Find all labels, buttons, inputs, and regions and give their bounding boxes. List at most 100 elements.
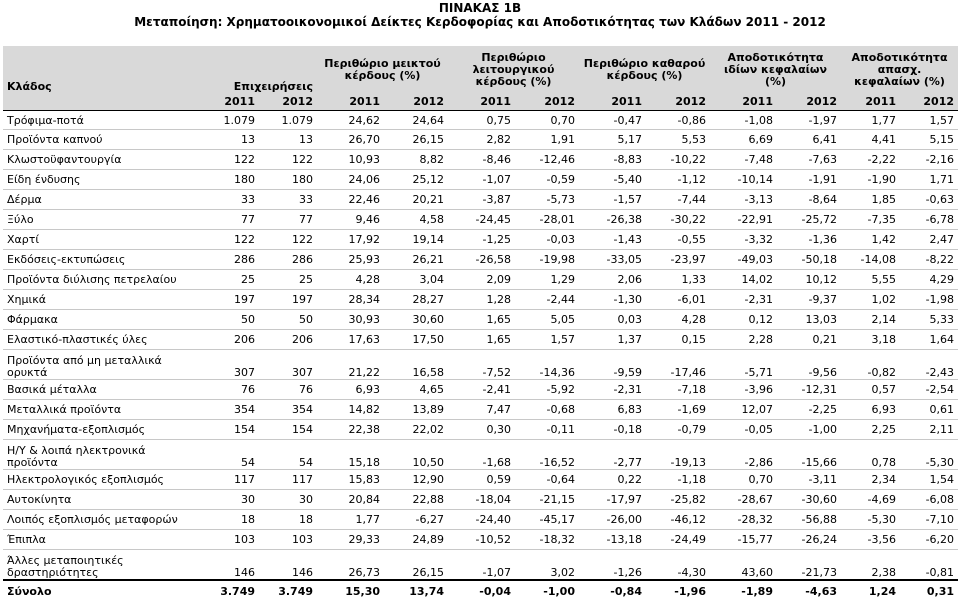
- header-year: 2011: [201, 93, 259, 111]
- table-cell: -0,86: [646, 110, 710, 130]
- table-row: Τρόφιμα-ποτά 1.079 1.079 24,62 24,64 0,75 0,70…: [3, 110, 959, 130]
- table-cell: 4,41: [841, 129, 901, 150]
- table-cell: 14,02: [710, 269, 777, 290]
- table-cell: 22,46: [317, 189, 384, 210]
- table-cell: 25,12: [384, 169, 448, 190]
- table-cell: 1,65: [448, 309, 515, 330]
- table-cell: -6,27: [384, 509, 448, 530]
- table-cell: 15,18: [317, 439, 384, 470]
- table-cell: -21,15: [515, 489, 579, 510]
- table-cell: 3.749: [201, 579, 259, 602]
- table-cell: 7,47: [448, 399, 515, 420]
- header-firms: Επιχειρήσεις: [201, 46, 317, 93]
- table-cell: 146: [201, 549, 259, 581]
- table-cell: 0,21: [777, 329, 842, 350]
- table-cell: -5,40: [579, 169, 646, 190]
- table-cell: 6,93: [317, 379, 384, 400]
- table-cell: 1,64: [900, 329, 959, 350]
- table-cell: -2,16: [900, 149, 959, 170]
- table-cell: 1,85: [841, 189, 901, 210]
- table-row: Άλλες μεταποιητικές δραστηριότητες 146 146…: [3, 549, 959, 581]
- table-cell: -30,22: [646, 209, 710, 230]
- table-row: Είδη ένδυσης 180 180 24,06 25,12 -1,07 -0,59 -5…: [3, 169, 959, 190]
- header-year: 2012: [646, 93, 710, 111]
- table-cell: -7,52: [448, 349, 515, 380]
- table-cell: -1,91: [777, 169, 842, 190]
- header-roe: Αποδοτικότητα ιδίων κεφαλαίων (%): [710, 46, 842, 93]
- table-cell: 1,71: [900, 169, 959, 190]
- table-cell: 5,15: [900, 129, 959, 150]
- table-cell: 3.749: [259, 579, 317, 602]
- table-cell: 54: [201, 439, 259, 470]
- table-cell: -5,71: [710, 349, 777, 380]
- table-cell: -17,97: [579, 489, 646, 510]
- table-cell: 2,25: [841, 419, 901, 440]
- table-cell: -50,18: [777, 249, 842, 270]
- table-cell: 54: [259, 439, 317, 470]
- table-cell: 12,90: [384, 469, 448, 490]
- table-cell: -1,07: [448, 169, 515, 190]
- table-cell: -2,86: [710, 439, 777, 470]
- sector-name: Αυτοκίνητα: [3, 489, 201, 510]
- table-cell: -1,25: [448, 229, 515, 250]
- table-cell: 24,62: [317, 110, 384, 130]
- table-cell: 2,47: [900, 229, 959, 250]
- table-cell: -1,26: [579, 549, 646, 581]
- table-cell: -19,13: [646, 439, 710, 470]
- sector-name: Προϊόντα από μη μεταλλικά ορυκτά: [3, 349, 201, 380]
- table-cell: -2,22: [841, 149, 901, 170]
- table-cell: -23,97: [646, 249, 710, 270]
- table-cell: -14,36: [515, 349, 579, 380]
- table-cell: -10,52: [448, 529, 515, 550]
- table-cell: 76: [259, 379, 317, 400]
- table-cell: -2,44: [515, 289, 579, 310]
- table-cell: 50: [259, 309, 317, 330]
- table-cell: 25: [201, 269, 259, 290]
- table-cell: 30: [201, 489, 259, 510]
- table-cell: 20,21: [384, 189, 448, 210]
- table-cell: 122: [259, 229, 317, 250]
- table-cell: 22,38: [317, 419, 384, 440]
- table-cell: -8,83: [579, 149, 646, 170]
- table-cell: -1,90: [841, 169, 901, 190]
- table-row: Κλωστοϋφαντουργία 122 122 10,93 8,82 -8,46 -12…: [3, 149, 959, 170]
- table-cell: 6,83: [579, 399, 646, 420]
- table-cell: -1,69: [646, 399, 710, 420]
- table-cell: 286: [201, 249, 259, 270]
- table-cell: 26,21: [384, 249, 448, 270]
- table-cell: 22,02: [384, 419, 448, 440]
- table-cell: 13: [259, 129, 317, 150]
- table-cell: 4,28: [646, 309, 710, 330]
- table-cell: 33: [259, 189, 317, 210]
- table-row: Ξύλο 77 77 9,46 4,58 -24,45 -28,01 -26,38 -30,22…: [3, 209, 959, 230]
- table-cell: -2,41: [448, 379, 515, 400]
- table-cell: 103: [259, 529, 317, 550]
- header-year: 2011: [579, 93, 646, 111]
- table-cell: 122: [201, 229, 259, 250]
- header-year: 2012: [259, 93, 317, 111]
- table-cell: -24,40: [448, 509, 515, 530]
- table-cell: 14,82: [317, 399, 384, 420]
- table-cell: 2,06: [579, 269, 646, 290]
- table-cell: 0,03: [579, 309, 646, 330]
- table-cell: 24,89: [384, 529, 448, 550]
- table-cell: 1.079: [201, 110, 259, 130]
- table-cell: -7,44: [646, 189, 710, 210]
- table-cell: -6,08: [900, 489, 959, 510]
- table-row: Μηχανήματα-εξοπλισμός 154 154 22,38 22,02 0,3…: [3, 419, 959, 440]
- header-gross-margin: Περιθώριο μεικτού κέρδους (%): [317, 46, 448, 93]
- table-cell: 0,70: [515, 110, 579, 130]
- table-cell: 30,93: [317, 309, 384, 330]
- table-cell: 0,15: [646, 329, 710, 350]
- table-cell: 25,93: [317, 249, 384, 270]
- table-cell: 0,22: [579, 469, 646, 490]
- table-cell: 5,55: [841, 269, 901, 290]
- table-cell: 17,63: [317, 329, 384, 350]
- table-cell: -12,46: [515, 149, 579, 170]
- table-cell: -1,08: [710, 110, 777, 130]
- table-cell: -28,67: [710, 489, 777, 510]
- table-cell: 154: [201, 419, 259, 440]
- table-cell: 180: [259, 169, 317, 190]
- table-cell: 17,50: [384, 329, 448, 350]
- header-sector: Κλάδος: [3, 46, 201, 93]
